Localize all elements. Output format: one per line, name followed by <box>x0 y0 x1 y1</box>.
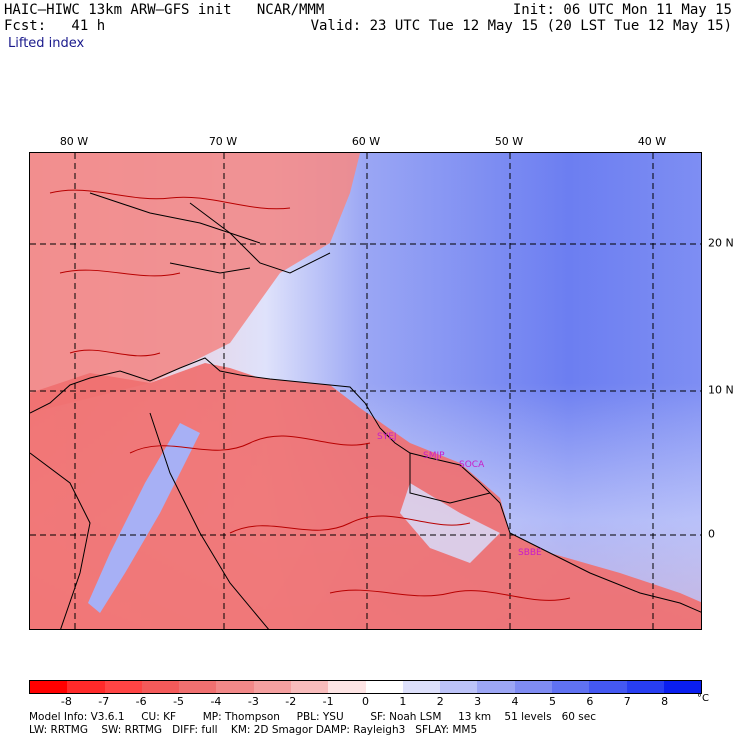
station-label: SOCA <box>459 460 485 470</box>
colorbar-swatch <box>30 681 68 693</box>
valid-time: Valid: 23 UTC Tue 12 May 15 (20 LST Tue … <box>310 18 732 34</box>
amazon-cool-patch <box>400 483 500 563</box>
colorbar-tick-label: 4 <box>511 695 519 708</box>
grid-lines <box>30 153 701 629</box>
colorbar-swatch <box>551 681 590 693</box>
lifted-index-map <box>29 152 702 630</box>
colorbar-swatch <box>663 681 702 693</box>
colorbar-swatch <box>477 681 515 693</box>
colorbar-swatch <box>179 681 217 693</box>
south-america-warm-region <box>30 363 701 629</box>
chart-title: HAIC–HIWC 13km ARW–GFS init NCAR/MMM <box>4 2 325 18</box>
colorbar-swatch <box>402 681 441 693</box>
andes-cool-strip <box>88 423 200 613</box>
colorbar-tick-label: 6 <box>586 695 594 708</box>
colorbar-tick-label: 1 <box>399 695 407 708</box>
colorbar-tick-label: 7 <box>623 695 631 708</box>
colorbar-tick-label: -4 <box>210 695 222 708</box>
colorbar-swatch <box>216 681 254 693</box>
init-time: Init: 06 UTC Mon 11 May 15 <box>512 2 732 18</box>
colorbar-tick-label: 8 <box>661 695 669 708</box>
colorbar-swatch <box>589 681 627 693</box>
colorbar-tick-label: 0 <box>362 695 369 708</box>
station-label: SMJP <box>423 451 445 461</box>
coastline <box>30 192 701 629</box>
colorbar-swatch <box>626 681 664 693</box>
colorbar-swatch <box>67 681 105 693</box>
colorbar-tick-label: 2 <box>436 695 444 708</box>
station-label: SBBE <box>518 548 542 558</box>
variable-name: Lifted index <box>8 36 85 51</box>
colorbar-tick-label: 3 <box>474 695 482 708</box>
colorbar-swatch <box>328 681 366 693</box>
colorbar-tick-label: -3 <box>247 695 259 708</box>
colorbar-swatch <box>290 681 329 693</box>
model-info-line-1: Model Info: V3.6.1 CU: KF MP: Thompson P… <box>29 711 596 723</box>
colorbar-tick-label: -6 <box>135 695 147 708</box>
lon-label-50w: 50 W <box>494 135 524 148</box>
colorbar-tick-label: 5 <box>548 695 556 708</box>
colorbar-tick-label: -1 <box>322 695 334 708</box>
lat-label-20n: 20 N <box>708 236 734 250</box>
colorbar-swatch <box>141 681 180 693</box>
colorbar-tick-label: -7 <box>98 695 110 708</box>
contour-lines <box>49 189 571 601</box>
colorbar-unit: °C <box>697 693 709 704</box>
colorbar-swatch <box>253 681 291 693</box>
colorbar-swatch <box>365 681 403 693</box>
colorbar-tick-label: -8 <box>60 695 72 708</box>
model-info-line-2: LW: RRTMG SW: RRTMG DIFF: full KM: 2D Sm… <box>29 724 478 736</box>
lat-label-0: 0 <box>708 527 715 541</box>
lon-label-80w: 80 W <box>59 135 89 148</box>
station-label: SYEJ <box>377 432 397 442</box>
forecast-hour: Fcst: 41 h <box>4 18 106 34</box>
lon-label-60w: 60 W <box>351 135 381 148</box>
colorbar <box>29 680 702 694</box>
lon-label-70w: 70 W <box>208 135 238 148</box>
colorbar-tick-label: -5 <box>173 695 185 708</box>
lat-label-10n: 10 N <box>708 383 734 397</box>
colorbar-tick-label: -2 <box>285 695 297 708</box>
colorbar-swatch <box>440 681 478 693</box>
caribbean-warm-region <box>30 153 360 413</box>
lon-label-40w: 40 W <box>637 135 667 148</box>
colorbar-swatch <box>104 681 142 693</box>
colorbar-swatch <box>514 681 552 693</box>
